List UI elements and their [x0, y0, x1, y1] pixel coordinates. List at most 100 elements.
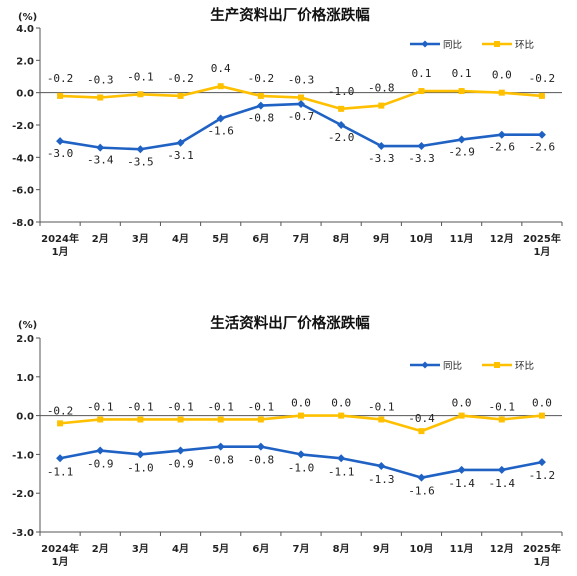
y-tick-label: -2.0 — [12, 489, 34, 500]
data-label-mom: 0.0 — [532, 397, 552, 410]
data-point-yoy — [337, 454, 346, 463]
legend-marker-mom — [494, 362, 500, 368]
data-point-yoy — [297, 99, 305, 108]
data-point-yoy — [216, 442, 225, 451]
legend-label-mom: 环比 — [515, 360, 534, 372]
data-label-mom: 0.0 — [452, 397, 472, 410]
y-tick-label: -2.0 — [12, 121, 34, 132]
y-tick-label: 1.0 — [16, 373, 34, 384]
x-tick-label: 2月 — [92, 233, 109, 245]
data-point-mom — [418, 428, 425, 435]
y-tick-label: 0.0 — [16, 412, 34, 423]
x-tick-label: 3月 — [132, 543, 149, 555]
x-tick-label: 11月 — [450, 233, 474, 245]
x-tick-label: 1月 — [52, 246, 69, 258]
data-label-mom: -0.2 — [47, 404, 74, 417]
legend-label-yoy: 同比 — [443, 360, 462, 372]
x-tick-label: 12月 — [490, 543, 514, 555]
data-point-yoy — [337, 121, 346, 129]
y-tick-label: -8.0 — [12, 218, 34, 229]
data-point-yoy — [96, 143, 105, 152]
data-point-mom — [338, 412, 345, 419]
data-point-yoy — [256, 101, 265, 110]
y-tick-label: -3.0 — [12, 528, 34, 539]
data-label-yoy: -1.6 — [207, 125, 234, 138]
chart-title: 生活资料出厂价格涨跌幅 — [210, 314, 370, 332]
data-point-yoy — [457, 135, 466, 144]
x-tick-label: 8月 — [333, 233, 350, 245]
data-label-yoy: -0.8 — [207, 454, 234, 467]
data-label-mom: -0.2 — [47, 72, 74, 85]
data-point-mom — [458, 412, 465, 419]
data-point-yoy — [497, 130, 506, 139]
data-point-yoy — [537, 130, 546, 139]
living-materials-chart-svg: 生活资料出厂价格涨跌幅 (%) 2.0 1.0 0.0 -1.0 -2.0 -3.0 2024年… — [12, 314, 563, 568]
legend-label-mom: 环比 — [515, 39, 534, 51]
data-point-mom — [538, 92, 545, 99]
data-point-yoy — [377, 142, 386, 151]
data-label-yoy: -3.3 — [408, 152, 435, 165]
data-point-mom — [177, 92, 184, 99]
chart-production-materials: 生产资料出厂价格涨跌幅 (%) 4.0 2.0 0.0 -2.0 -4.0 -6.0 -8.0 2… — [0, 0, 577, 285]
data-label-mom: -0.1 — [368, 400, 395, 413]
data-point-mom — [97, 94, 104, 101]
x-tick-label: 10月 — [410, 233, 434, 245]
chart-living-materials: 生活资料出厂价格涨跌幅 (%) 2.0 1.0 0.0 -1.0 -2.0 -3.0 2024年… — [0, 288, 577, 576]
data-label-mom: -0.1 — [127, 70, 154, 83]
data-point-mom — [257, 416, 264, 423]
data-label-mom: -0.8 — [368, 82, 395, 95]
x-tick-label: 11月 — [450, 543, 474, 555]
x-tick-label: 4月 — [172, 233, 189, 245]
data-point-yoy — [216, 114, 225, 123]
x-tick-label: 9月 — [373, 543, 390, 555]
data-point-mom — [498, 416, 505, 423]
data-point-yoy — [537, 458, 546, 467]
chart-title: 生产资料出厂价格涨跌幅 — [210, 6, 370, 24]
data-label-yoy: -0.8 — [248, 454, 275, 467]
data-point-mom — [538, 412, 545, 419]
data-label-mom: -0.1 — [248, 400, 275, 413]
data-point-yoy — [417, 142, 426, 151]
data-point-mom — [378, 416, 385, 423]
y-tick-label: 4.0 — [16, 24, 34, 35]
data-point-mom — [257, 92, 264, 99]
data-point-yoy — [176, 138, 185, 147]
data-point-mom — [458, 88, 465, 95]
data-label-yoy: -2.6 — [529, 141, 556, 154]
y-axis-unit: (%) — [18, 12, 37, 23]
data-point-yoy — [136, 145, 145, 154]
x-tick-label: 2025年 — [523, 542, 561, 555]
x-tick-label: 7月 — [293, 543, 310, 555]
data-point-mom — [177, 416, 184, 423]
y-tick-label: 2.0 — [16, 56, 34, 67]
data-point-yoy — [56, 137, 65, 146]
data-label-yoy: -3.0 — [47, 147, 74, 160]
data-point-yoy — [377, 462, 386, 471]
data-label-mom: 0.1 — [452, 67, 472, 80]
y-tick-label: -1.0 — [12, 450, 34, 461]
production-materials-chart-svg: 生产资料出厂价格涨跌幅 (%)4.0 2.0 0.0 -2.0 -4.0 -6.0 -8.0 2… — [12, 6, 563, 258]
legend: 同比 环比 — [410, 39, 534, 51]
legend-marker-yoy — [421, 361, 429, 369]
data-label-mom: -0.1 — [489, 400, 516, 413]
data-label-yoy: -2.9 — [448, 146, 475, 159]
data-label-yoy: -0.9 — [87, 458, 114, 471]
data-point-mom — [57, 92, 64, 99]
data-point-mom — [137, 416, 144, 423]
data-point-yoy — [96, 446, 105, 455]
data-label-mom: -0.2 — [167, 72, 194, 85]
data-label-yoy: -3.3 — [368, 152, 395, 165]
data-label-mom: 0.0 — [291, 397, 311, 410]
data-label-yoy: -0.7 — [288, 110, 315, 123]
data-point-yoy — [297, 450, 305, 459]
data-label-mom: -0.1 — [207, 400, 234, 413]
data-label-yoy: -3.5 — [127, 155, 154, 168]
data-label-yoy: -3.4 — [87, 154, 114, 167]
data-point-mom — [217, 83, 224, 90]
data-point-yoy — [417, 473, 426, 482]
x-tick-label: 1月 — [533, 246, 550, 258]
y-tick-label: 0.0 — [16, 89, 34, 100]
data-point-mom — [97, 416, 104, 423]
x-tick-label: 12月 — [490, 233, 514, 245]
y-tick-label: 2.0 — [16, 334, 34, 345]
